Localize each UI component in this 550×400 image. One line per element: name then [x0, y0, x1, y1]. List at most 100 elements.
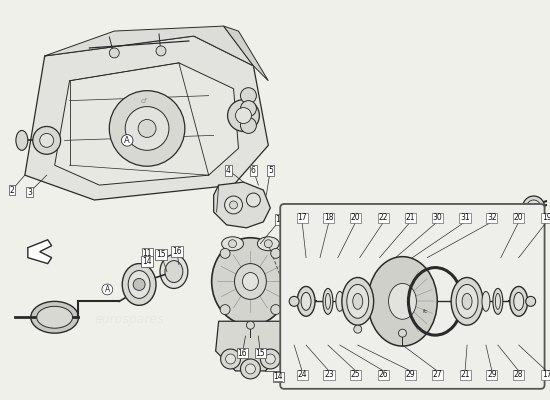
- Text: 23: 23: [324, 370, 334, 380]
- Circle shape: [245, 364, 255, 374]
- Text: 25: 25: [351, 370, 361, 380]
- Ellipse shape: [243, 272, 258, 290]
- Circle shape: [240, 88, 256, 104]
- Text: 26: 26: [379, 370, 388, 380]
- Ellipse shape: [234, 264, 266, 299]
- Circle shape: [125, 106, 169, 150]
- Circle shape: [133, 278, 145, 290]
- Polygon shape: [350, 339, 378, 357]
- Ellipse shape: [353, 294, 362, 309]
- Polygon shape: [45, 26, 254, 66]
- Circle shape: [138, 120, 156, 137]
- Polygon shape: [224, 26, 268, 81]
- Text: 8: 8: [377, 255, 382, 264]
- Text: cf: cf: [141, 98, 147, 104]
- Text: fc: fc: [422, 309, 428, 314]
- Polygon shape: [54, 63, 239, 185]
- Ellipse shape: [297, 286, 315, 316]
- Ellipse shape: [347, 284, 369, 318]
- Ellipse shape: [522, 196, 544, 218]
- Circle shape: [271, 248, 281, 258]
- Ellipse shape: [451, 278, 483, 325]
- Ellipse shape: [470, 208, 508, 232]
- Ellipse shape: [260, 349, 280, 369]
- Ellipse shape: [314, 257, 342, 290]
- Ellipse shape: [319, 263, 337, 284]
- Text: 19: 19: [542, 213, 550, 222]
- Text: eurospares: eurospares: [94, 313, 164, 326]
- Circle shape: [246, 321, 255, 329]
- Ellipse shape: [122, 264, 156, 305]
- Circle shape: [109, 91, 185, 166]
- Text: eurospares: eurospares: [154, 124, 224, 137]
- Text: 16: 16: [276, 215, 285, 224]
- Text: 14: 14: [273, 372, 283, 381]
- Ellipse shape: [16, 130, 28, 150]
- Text: 20: 20: [351, 213, 361, 222]
- Ellipse shape: [240, 359, 260, 379]
- Text: 11: 11: [142, 249, 152, 258]
- Ellipse shape: [368, 257, 437, 346]
- Ellipse shape: [496, 294, 500, 309]
- Circle shape: [229, 201, 238, 209]
- Ellipse shape: [221, 349, 240, 369]
- Polygon shape: [213, 182, 270, 228]
- Circle shape: [229, 240, 236, 248]
- Text: 14: 14: [142, 257, 152, 266]
- Ellipse shape: [326, 294, 331, 309]
- Text: 24: 24: [298, 370, 307, 380]
- Ellipse shape: [301, 292, 311, 310]
- Ellipse shape: [527, 200, 541, 214]
- Ellipse shape: [342, 278, 373, 325]
- Text: 18: 18: [324, 213, 334, 222]
- Ellipse shape: [212, 238, 289, 325]
- Circle shape: [362, 250, 373, 260]
- Text: 30: 30: [432, 213, 442, 222]
- Text: 17: 17: [298, 213, 307, 222]
- Ellipse shape: [462, 294, 472, 309]
- Text: 15: 15: [298, 219, 307, 228]
- Text: 22: 22: [379, 213, 388, 222]
- Text: 14: 14: [363, 261, 372, 270]
- Ellipse shape: [388, 284, 416, 319]
- Circle shape: [156, 46, 166, 56]
- Text: eurospares: eurospares: [273, 313, 343, 326]
- Text: 29: 29: [487, 370, 497, 380]
- Ellipse shape: [37, 306, 73, 328]
- Circle shape: [271, 305, 281, 314]
- Text: 21: 21: [406, 213, 415, 222]
- Circle shape: [265, 240, 272, 248]
- Text: 15: 15: [256, 348, 265, 358]
- Ellipse shape: [165, 261, 183, 282]
- Text: 2: 2: [9, 186, 14, 194]
- Text: 3: 3: [28, 188, 32, 196]
- Ellipse shape: [475, 212, 503, 228]
- Text: 6: 6: [251, 166, 256, 175]
- Text: 10: 10: [420, 358, 429, 368]
- Circle shape: [33, 126, 60, 154]
- Ellipse shape: [222, 237, 244, 251]
- Circle shape: [246, 193, 260, 207]
- Text: 27: 27: [432, 370, 442, 380]
- Ellipse shape: [510, 286, 527, 316]
- Circle shape: [224, 196, 243, 214]
- Polygon shape: [216, 321, 285, 371]
- Text: A: A: [104, 285, 110, 294]
- Circle shape: [40, 134, 54, 147]
- FancyBboxPatch shape: [280, 204, 544, 389]
- Text: 29: 29: [405, 370, 415, 380]
- Polygon shape: [28, 240, 52, 264]
- Circle shape: [265, 354, 275, 364]
- Text: 20: 20: [514, 213, 524, 222]
- Text: 16: 16: [172, 247, 182, 256]
- Circle shape: [354, 325, 362, 333]
- Circle shape: [226, 354, 235, 364]
- Text: 5: 5: [268, 166, 273, 175]
- Ellipse shape: [160, 255, 188, 288]
- Ellipse shape: [128, 270, 150, 298]
- Text: 9: 9: [372, 267, 377, 276]
- Text: 15: 15: [156, 250, 166, 259]
- Ellipse shape: [482, 292, 490, 311]
- Circle shape: [220, 305, 230, 314]
- Ellipse shape: [514, 292, 524, 310]
